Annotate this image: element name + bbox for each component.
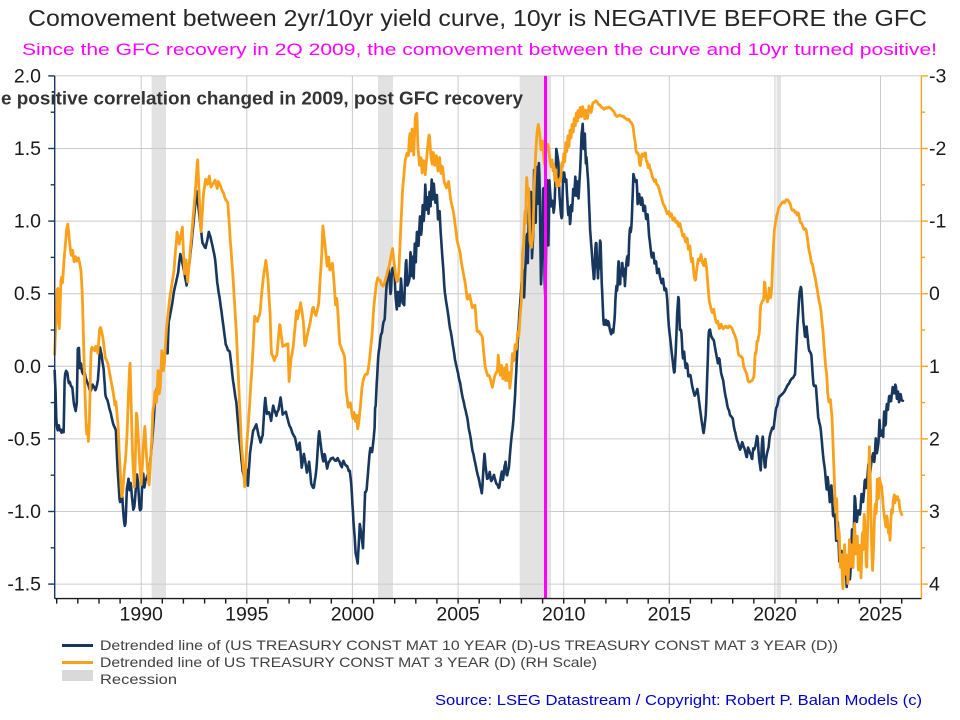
svg-text:1: 1 [929, 356, 940, 378]
svg-text:1.5: 1.5 [14, 138, 41, 160]
svg-text:2010: 2010 [542, 604, 586, 626]
svg-text:2.0: 2.0 [14, 65, 41, 87]
svg-text:1.0: 1.0 [14, 211, 41, 233]
svg-text:-2: -2 [929, 138, 946, 160]
svg-text:e positive correlation changed: e positive correlation changed in 2009, … [1, 88, 524, 109]
svg-text:Comovement between 2yr/10yr yi: Comovement between 2yr/10yr yield curve,… [28, 5, 927, 31]
svg-text:0.5: 0.5 [14, 283, 41, 305]
svg-text:-0.5: -0.5 [7, 428, 41, 450]
svg-text:-3: -3 [929, 65, 946, 87]
svg-text:1990: 1990 [120, 604, 164, 626]
svg-text:0: 0 [929, 283, 940, 305]
svg-text:2000: 2000 [331, 604, 375, 626]
svg-text:3: 3 [929, 501, 940, 523]
svg-text:4: 4 [929, 574, 940, 596]
svg-text:2005: 2005 [436, 604, 480, 626]
svg-text:2: 2 [929, 428, 940, 450]
svg-text:Recession: Recession [100, 671, 177, 687]
svg-text:2015: 2015 [648, 604, 692, 626]
svg-text:-1: -1 [929, 211, 946, 233]
svg-text:Source: LSEG Datastream / Copy: Source: LSEG Datastream / Copyright: Rob… [435, 693, 922, 709]
svg-text:Detrended line of (US TREASURY: Detrended line of (US TREASURY CONST MAT… [100, 637, 838, 653]
svg-text:Detrended line of US TREASURY: Detrended line of US TREASURY CONST MAT … [100, 654, 597, 670]
svg-text:2020: 2020 [753, 604, 797, 626]
svg-text:0.0: 0.0 [14, 356, 41, 378]
svg-text:Since the GFC recovery in 2Q 2: Since the GFC recovery in 2Q 2009, the c… [22, 40, 937, 59]
svg-text:-1.5: -1.5 [7, 574, 41, 596]
svg-text:2025: 2025 [859, 604, 903, 626]
svg-text:1995: 1995 [225, 604, 269, 626]
svg-text:-1.0: -1.0 [7, 501, 41, 523]
